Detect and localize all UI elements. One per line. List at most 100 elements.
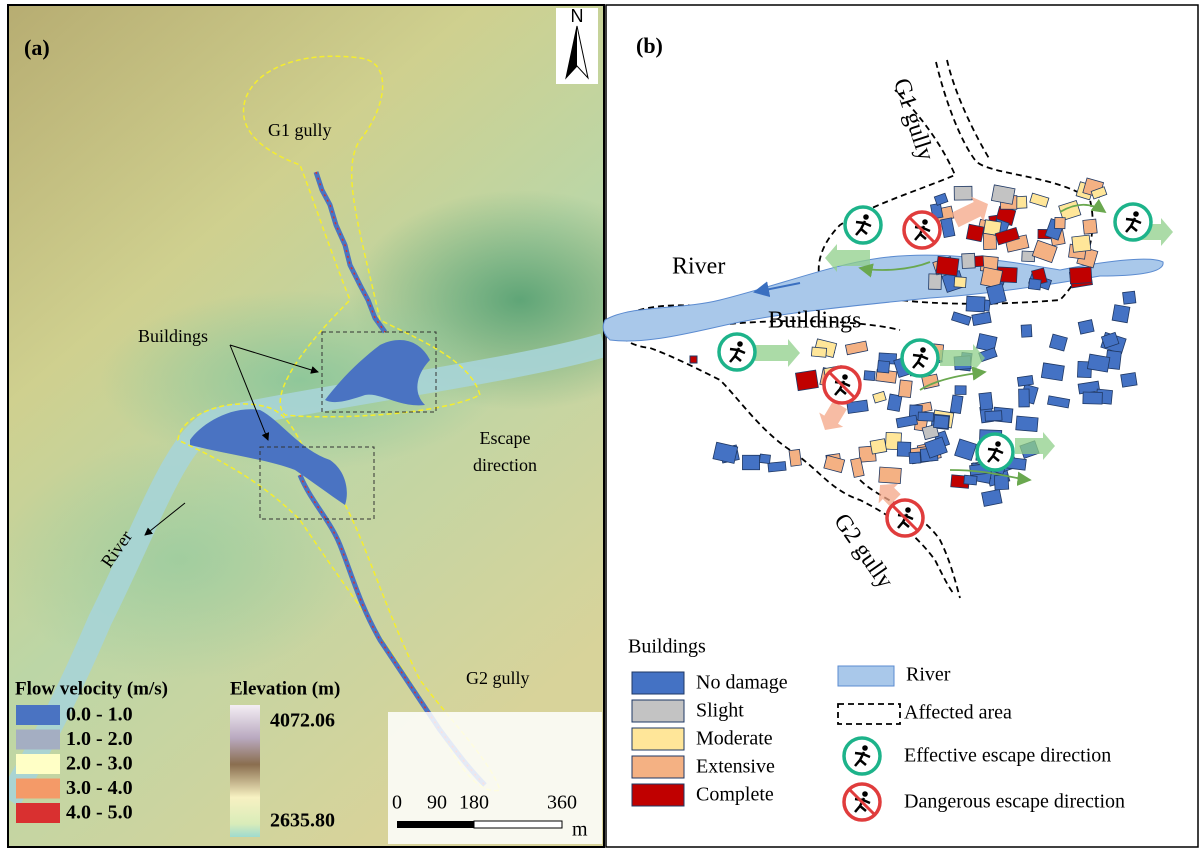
- building: [962, 253, 976, 268]
- building: [985, 411, 1002, 422]
- legend-label: 3.0 - 4.0: [66, 777, 133, 799]
- building: [909, 452, 921, 464]
- building: [982, 489, 1002, 506]
- legend-label: 0.0 - 1.0: [66, 704, 133, 726]
- panel-b: No damage Slight Moderate Extensive Complete…: [603, 5, 1198, 847]
- legend-swatch: [16, 779, 60, 799]
- building: [768, 462, 786, 472]
- building: [1087, 354, 1109, 372]
- legend-title: Elevation (m): [230, 678, 340, 699]
- building: [811, 347, 826, 357]
- legend-label: No damage: [696, 672, 788, 694]
- building: [1123, 291, 1136, 304]
- building: [1083, 219, 1097, 234]
- legend-swatch: [16, 730, 60, 750]
- building: [690, 356, 697, 363]
- legend-swatch: [16, 754, 60, 774]
- legend-swatch: [16, 705, 60, 725]
- building: [864, 371, 875, 381]
- escape-label: direction: [473, 455, 537, 475]
- elevation-min: 2635.80: [270, 810, 335, 832]
- scale-unit: m: [572, 819, 588, 841]
- building: [936, 256, 959, 276]
- legend-swatch: [632, 700, 684, 722]
- building: [979, 392, 993, 410]
- legend-label: 2.0 - 3.0: [66, 753, 133, 775]
- scale-tick-label: 0: [392, 792, 402, 814]
- legend-label: River: [906, 664, 951, 686]
- legend-label: Extensive: [696, 756, 775, 778]
- building: [994, 475, 1008, 490]
- panel-a: 090180360m 0.0 - 1.01.0 - 2.02.0 - 3.03.…: [0, 6, 690, 846]
- building: [1016, 416, 1038, 431]
- scale-segment: [474, 821, 562, 828]
- runner-head: [922, 219, 928, 225]
- legend-label: Affected area: [904, 702, 1012, 724]
- buildings-label: Buildings: [138, 326, 208, 346]
- legend-title: Flow velocity (m/s): [15, 678, 168, 699]
- building: [1028, 279, 1041, 290]
- building: [954, 277, 966, 288]
- building: [991, 185, 1015, 204]
- building: [1019, 389, 1030, 407]
- building: [795, 370, 818, 391]
- escape-label: Escape: [480, 428, 531, 448]
- g2-label: G2 gully: [466, 668, 530, 688]
- building: [759, 454, 770, 464]
- legend-label: Moderate: [696, 728, 773, 750]
- building: [933, 415, 949, 429]
- runner-head: [737, 341, 743, 347]
- legend-label: Slight: [696, 700, 744, 722]
- building: [1070, 267, 1092, 284]
- building: [879, 467, 902, 484]
- panel-label: (b): [636, 33, 663, 58]
- building: [1112, 305, 1130, 323]
- elevation-max: 4072.06: [270, 710, 335, 732]
- building: [877, 361, 889, 373]
- legend-swatch: [838, 666, 894, 686]
- runner-head: [862, 745, 868, 751]
- scale-tick-label: 90: [427, 792, 447, 814]
- legend-label: Dangerous escape direction: [904, 791, 1125, 813]
- legend-label: 4.0 - 5.0: [66, 802, 133, 824]
- building: [918, 412, 934, 421]
- building: [1121, 373, 1137, 388]
- building: [1021, 325, 1032, 338]
- building: [899, 380, 913, 398]
- velocity-legend: 0.0 - 1.01.0 - 2.0 2.0 - 3.03.0 - 4.0 4.0 …: [16, 704, 133, 824]
- building: [789, 449, 801, 466]
- building: [950, 395, 963, 413]
- legend-swatch: [632, 672, 684, 694]
- runner-head: [862, 791, 868, 797]
- runner-head: [842, 374, 848, 380]
- runner-head: [995, 441, 1001, 447]
- building: [1055, 217, 1066, 228]
- river-label: River: [672, 254, 725, 280]
- legend-label: Effective escape direction: [904, 745, 1111, 767]
- legend-swatch: [632, 728, 684, 750]
- panel-label: (a): [24, 35, 50, 60]
- building: [1072, 235, 1091, 252]
- runner-head: [920, 347, 926, 353]
- runner-head: [1133, 211, 1139, 217]
- runner-head: [905, 507, 911, 513]
- building: [929, 274, 942, 290]
- legend-label: 1.0 - 2.0: [66, 728, 133, 750]
- building: [955, 386, 966, 395]
- runner-head: [863, 214, 869, 220]
- building: [1017, 375, 1033, 386]
- north-label: N: [571, 6, 584, 26]
- g1-label: G1 gully: [268, 120, 332, 140]
- building: [1041, 363, 1064, 381]
- building: [1078, 320, 1094, 335]
- building: [1083, 392, 1103, 404]
- scale-segment: [397, 821, 474, 828]
- building: [870, 439, 887, 454]
- legend-label: Complete: [696, 784, 774, 806]
- building: [954, 186, 972, 200]
- building: [964, 475, 977, 485]
- building: [966, 224, 984, 241]
- legend-swatch: [632, 756, 684, 778]
- legend-title: Buildings: [628, 636, 706, 658]
- scale-tick-label: 180: [459, 792, 489, 814]
